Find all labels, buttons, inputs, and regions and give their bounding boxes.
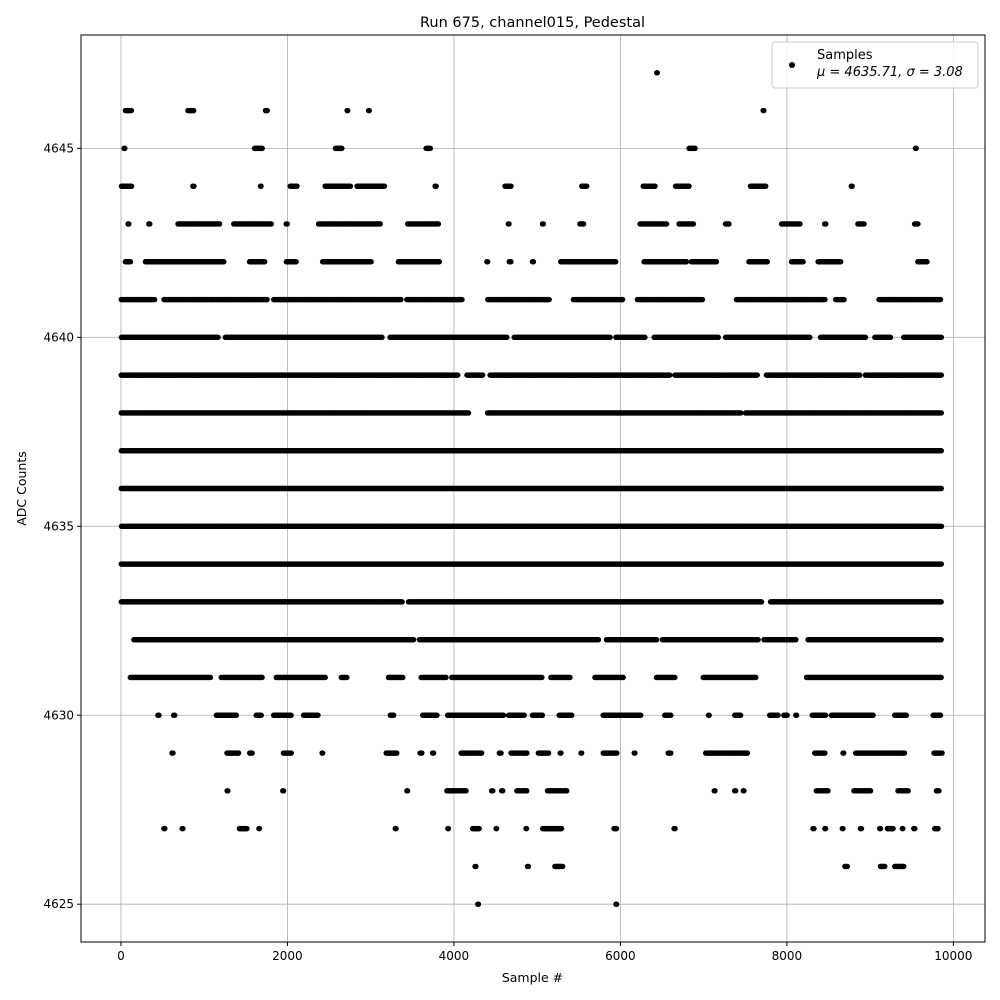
data-point bbox=[427, 145, 434, 152]
data-point bbox=[479, 372, 486, 378]
data-point bbox=[381, 183, 388, 189]
data-point bbox=[800, 259, 806, 265]
data-point bbox=[763, 183, 769, 189]
data-point bbox=[726, 221, 732, 227]
data-point bbox=[913, 145, 919, 152]
data-point bbox=[822, 296, 828, 303]
data-point bbox=[530, 259, 537, 265]
data-point bbox=[754, 372, 760, 378]
data-point bbox=[506, 221, 512, 227]
data-point bbox=[268, 221, 274, 227]
data-point bbox=[654, 70, 660, 76]
data-point bbox=[713, 259, 720, 265]
data-point bbox=[398, 296, 404, 303]
data-point bbox=[652, 183, 658, 189]
data-point bbox=[580, 221, 587, 227]
data-point bbox=[215, 334, 221, 341]
data-point bbox=[838, 259, 844, 265]
data-point bbox=[761, 107, 767, 114]
data-point bbox=[465, 410, 472, 416]
data-point bbox=[887, 334, 894, 341]
data-point bbox=[613, 259, 619, 265]
data-point bbox=[379, 334, 385, 341]
data-point bbox=[264, 107, 270, 114]
data-point bbox=[861, 221, 867, 227]
data-point bbox=[857, 372, 863, 378]
data-point bbox=[258, 183, 264, 189]
data-point bbox=[284, 221, 290, 227]
data-point bbox=[937, 296, 944, 303]
data-point bbox=[584, 183, 590, 189]
data-point bbox=[699, 296, 706, 303]
data-point bbox=[347, 183, 354, 189]
data-point bbox=[715, 334, 721, 341]
data-point bbox=[823, 221, 829, 227]
data-point bbox=[339, 145, 345, 152]
data-point bbox=[938, 334, 945, 341]
data-point bbox=[797, 221, 803, 227]
data-point bbox=[642, 334, 648, 341]
data-point bbox=[191, 183, 197, 189]
data-point bbox=[147, 221, 153, 227]
data-point bbox=[667, 372, 673, 378]
data-point bbox=[436, 259, 443, 265]
data-point bbox=[433, 183, 439, 189]
data-point bbox=[127, 259, 134, 265]
data-point bbox=[508, 259, 514, 265]
data-point bbox=[841, 296, 847, 303]
data-point bbox=[862, 334, 869, 341]
data-point bbox=[484, 259, 491, 265]
data-point bbox=[692, 145, 698, 152]
data-point bbox=[738, 410, 744, 416]
data-point bbox=[294, 183, 300, 189]
data-point bbox=[216, 221, 223, 227]
data-point bbox=[368, 259, 374, 265]
data-point bbox=[690, 221, 697, 227]
data-point bbox=[455, 372, 461, 378]
data-point bbox=[221, 259, 227, 265]
data-point bbox=[924, 259, 930, 265]
data-point bbox=[126, 221, 132, 227]
data-point bbox=[377, 221, 383, 227]
data-point bbox=[504, 334, 510, 341]
data-point bbox=[122, 145, 128, 152]
data-point bbox=[459, 296, 465, 303]
data-point bbox=[807, 334, 813, 341]
data-point bbox=[663, 221, 670, 227]
data-point bbox=[683, 259, 690, 265]
data-point bbox=[264, 296, 270, 303]
data-point bbox=[915, 221, 921, 227]
data-point bbox=[619, 296, 626, 303]
data-point bbox=[345, 107, 351, 114]
data-point bbox=[849, 183, 855, 189]
data-point bbox=[366, 107, 372, 114]
data-point bbox=[938, 372, 945, 378]
data-point bbox=[508, 183, 514, 189]
data-point bbox=[152, 296, 158, 303]
data-points bbox=[118, 70, 945, 907]
data-point bbox=[607, 334, 613, 341]
data-point bbox=[259, 145, 265, 152]
data-point bbox=[262, 259, 268, 265]
data-point bbox=[435, 221, 442, 227]
data-point bbox=[764, 259, 770, 265]
data-point bbox=[128, 107, 135, 114]
chart-title: Run 675, channel015, Pedestal bbox=[420, 15, 645, 31]
data-point bbox=[128, 183, 135, 189]
data-point bbox=[540, 221, 547, 227]
data-point bbox=[191, 107, 197, 114]
data-point bbox=[686, 183, 692, 189]
data-point bbox=[293, 259, 299, 265]
data-point bbox=[546, 296, 552, 303]
